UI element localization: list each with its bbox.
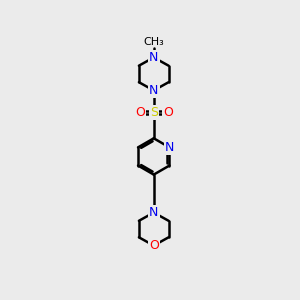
Text: CH₃: CH₃ [143,37,164,47]
Text: N: N [149,84,158,97]
Text: N: N [149,206,158,219]
Text: N: N [165,141,174,154]
Text: N: N [149,51,158,64]
Text: S: S [150,106,158,119]
Text: O: O [163,106,173,119]
Text: O: O [149,239,159,252]
Text: O: O [135,106,145,119]
